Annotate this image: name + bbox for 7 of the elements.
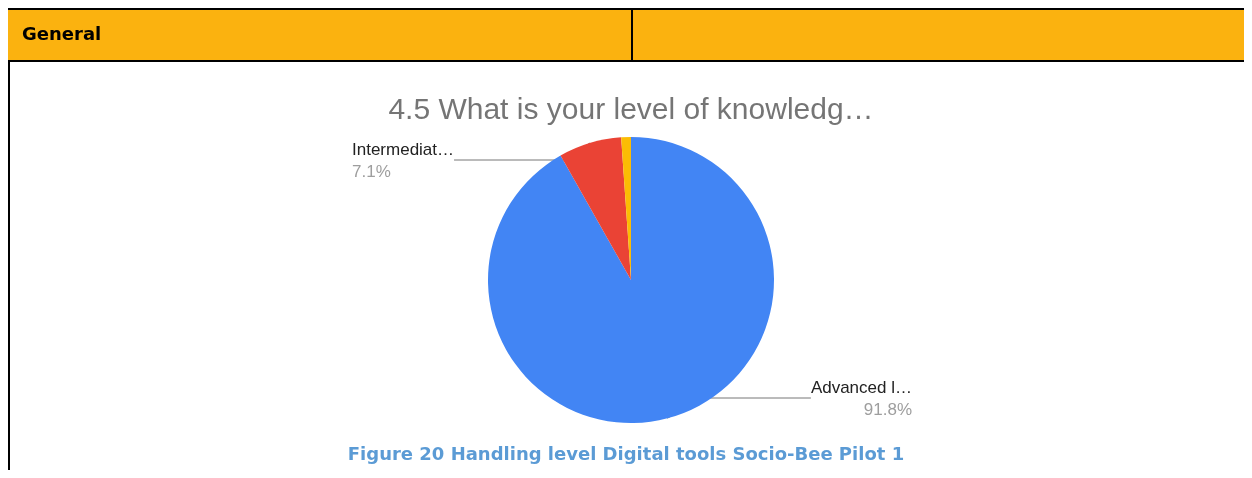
text: General xyxy=(22,23,102,44)
slice-label: Advanced l… xyxy=(810,377,912,397)
data-label: 91.8% xyxy=(863,399,912,419)
slice-label: Intermediat… xyxy=(352,139,455,159)
data-label: 7.1% xyxy=(352,161,391,181)
caption: Figure 20 Handling level Digital tools Socio-Bee Pilot 1 xyxy=(346,443,906,464)
chart-title: 4.5 What is your level of knowledg… xyxy=(388,91,874,125)
